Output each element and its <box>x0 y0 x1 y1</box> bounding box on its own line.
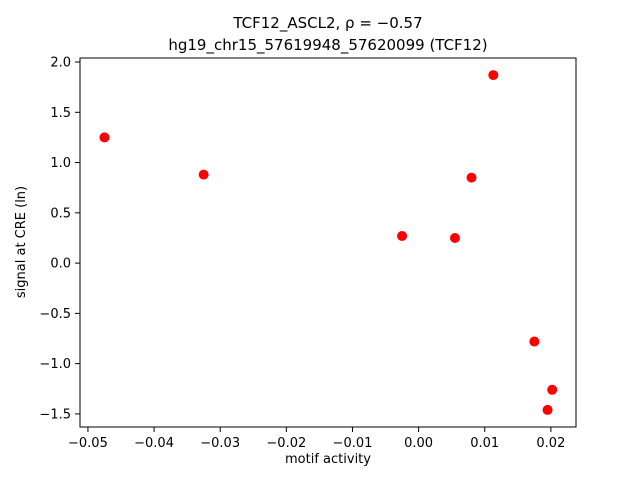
y-tick-label: −1.5 <box>39 407 71 422</box>
scatter-point <box>547 384 558 395</box>
plot-frame <box>79 57 577 428</box>
title-line-2: hg19_chr15_57619948_57620099 (TCF12) <box>168 36 488 54</box>
x-tick-label: −0.04 <box>134 436 174 451</box>
y-tick-label: 2.0 <box>50 56 71 71</box>
scatter-point <box>449 232 460 243</box>
title-line-1: TCF12_ASCL2, ρ = −0.57 <box>233 14 423 32</box>
x-tick-label: −0.05 <box>68 436 108 451</box>
y-tick-label: 1.0 <box>50 156 71 171</box>
scatter-point <box>198 169 209 180</box>
scatter-point <box>466 172 477 183</box>
x-tick-label: −0.02 <box>266 436 306 451</box>
x-tick-label: −0.01 <box>333 436 373 451</box>
y-tick-label: 0.5 <box>50 206 71 221</box>
x-tick-label: 0.01 <box>470 436 499 451</box>
y-tick-label: 0.0 <box>50 257 71 272</box>
y-axis-label: signal at CRE (ln) <box>14 186 29 298</box>
x-tick-label: 0.00 <box>404 436 433 451</box>
scatter-point <box>99 132 110 143</box>
x-tick-label: 0.02 <box>536 436 565 451</box>
scatter-point <box>397 230 408 241</box>
chart-title: TCF12_ASCL2, ρ = −0.57 hg19_chr15_576199… <box>80 12 576 56</box>
y-tick-label: −0.5 <box>39 307 71 322</box>
x-tick-label: −0.03 <box>200 436 240 451</box>
scatter-point <box>529 336 540 347</box>
scatter-point <box>488 70 499 81</box>
x-axis-label: motif activity <box>285 452 371 467</box>
y-tick-label: −1.0 <box>39 357 71 372</box>
scatter-point <box>542 404 553 415</box>
y-tick-label: 1.5 <box>50 106 71 121</box>
